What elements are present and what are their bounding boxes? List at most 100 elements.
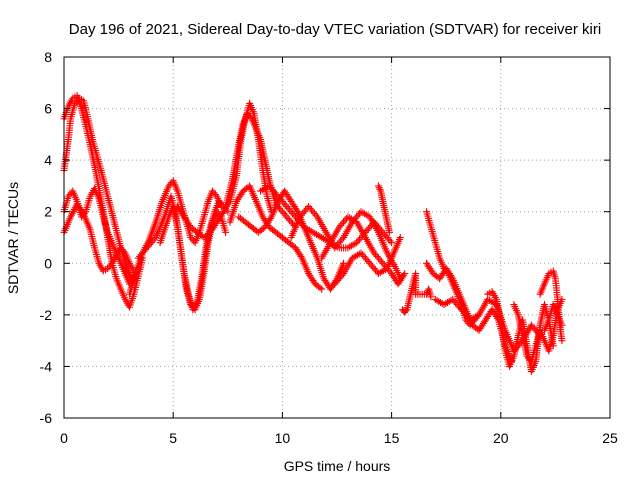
data-point (357, 249, 365, 257)
data-point (187, 301, 195, 309)
data-point (71, 99, 79, 107)
data-point (293, 206, 301, 214)
data-point (364, 258, 372, 266)
data-point (104, 264, 112, 272)
data-point (166, 180, 174, 188)
data-point (448, 273, 456, 281)
data-point (356, 235, 364, 243)
x-tick-label: 5 (169, 430, 177, 446)
data-point (147, 239, 155, 247)
data-point (318, 285, 326, 293)
series-track-12 (257, 182, 396, 252)
data-point (335, 239, 343, 247)
series-track-24 (540, 301, 566, 334)
data-point (143, 244, 151, 252)
data-point (462, 311, 470, 319)
data-point (267, 184, 275, 192)
data-point (400, 271, 408, 279)
y-tick-label: 6 (44, 101, 52, 117)
data-point (275, 194, 283, 202)
data-point (268, 185, 276, 193)
data-point (266, 215, 274, 223)
data-point (341, 216, 349, 224)
data-point (376, 185, 384, 193)
data-point (289, 220, 297, 228)
data-point (297, 252, 305, 260)
data-point (374, 182, 382, 190)
series-track-17 (399, 270, 435, 316)
data-point (149, 237, 157, 245)
data-point (460, 309, 468, 317)
data-point (385, 235, 393, 243)
data-point (367, 261, 375, 269)
series-track-10 (226, 182, 326, 293)
data-point (271, 189, 279, 197)
data-point (245, 111, 253, 119)
data-point (246, 113, 254, 121)
data-point (210, 189, 218, 197)
y-tick-label: 8 (44, 49, 52, 65)
y-tick-label: -2 (40, 307, 53, 323)
data-point (363, 227, 371, 235)
data-point (383, 234, 391, 241)
plot-frame (63, 56, 611, 419)
data-point (136, 252, 144, 260)
data-point (287, 218, 295, 226)
data-point (335, 223, 343, 231)
data-point (331, 280, 339, 288)
data-point (370, 249, 378, 257)
data-point (286, 206, 294, 214)
data-point (264, 183, 272, 191)
data-point (447, 296, 455, 304)
data-point (316, 284, 324, 292)
data-point (142, 246, 150, 254)
data-point (558, 321, 566, 329)
data-point (187, 234, 195, 241)
y-tick-label: 2 (44, 204, 52, 220)
data-point (139, 249, 147, 257)
y-tick-label: -4 (40, 358, 53, 374)
data-point (334, 240, 342, 248)
data-point (463, 313, 471, 321)
data-point (72, 98, 80, 106)
series-track-15 (331, 234, 404, 288)
x-tick-label: 10 (275, 430, 291, 446)
data-point (530, 325, 538, 333)
data-point (459, 307, 467, 315)
data-point (382, 232, 390, 240)
data-point (364, 225, 372, 233)
data-point (105, 263, 113, 271)
data-point (137, 251, 145, 259)
chart-title: Day 196 of 2021, Sidereal Day-to-day VTE… (69, 21, 601, 38)
data-point (277, 196, 285, 204)
data-point (290, 211, 298, 219)
data-point (209, 187, 217, 195)
data-point (118, 246, 126, 254)
data-point (361, 254, 369, 262)
data-point (120, 247, 128, 255)
data-point (456, 304, 464, 312)
data-point (299, 209, 307, 217)
data-point (273, 191, 281, 199)
data-point (340, 259, 348, 267)
series-track-13 (287, 203, 404, 283)
data-point (340, 218, 348, 226)
data-point (280, 199, 288, 207)
data-point (558, 337, 566, 345)
data-point (453, 301, 461, 309)
data-point (222, 228, 230, 236)
data-point (449, 295, 457, 303)
data-point (243, 110, 251, 118)
data-point (427, 293, 435, 301)
data-point (310, 209, 318, 217)
data-point (107, 261, 115, 269)
data-point (370, 264, 378, 272)
data-point (265, 182, 273, 190)
data-point (401, 270, 409, 278)
data-point (353, 239, 361, 247)
data-point (372, 251, 380, 259)
data-point (374, 254, 382, 262)
data-point (312, 211, 320, 219)
data-point (300, 208, 308, 216)
